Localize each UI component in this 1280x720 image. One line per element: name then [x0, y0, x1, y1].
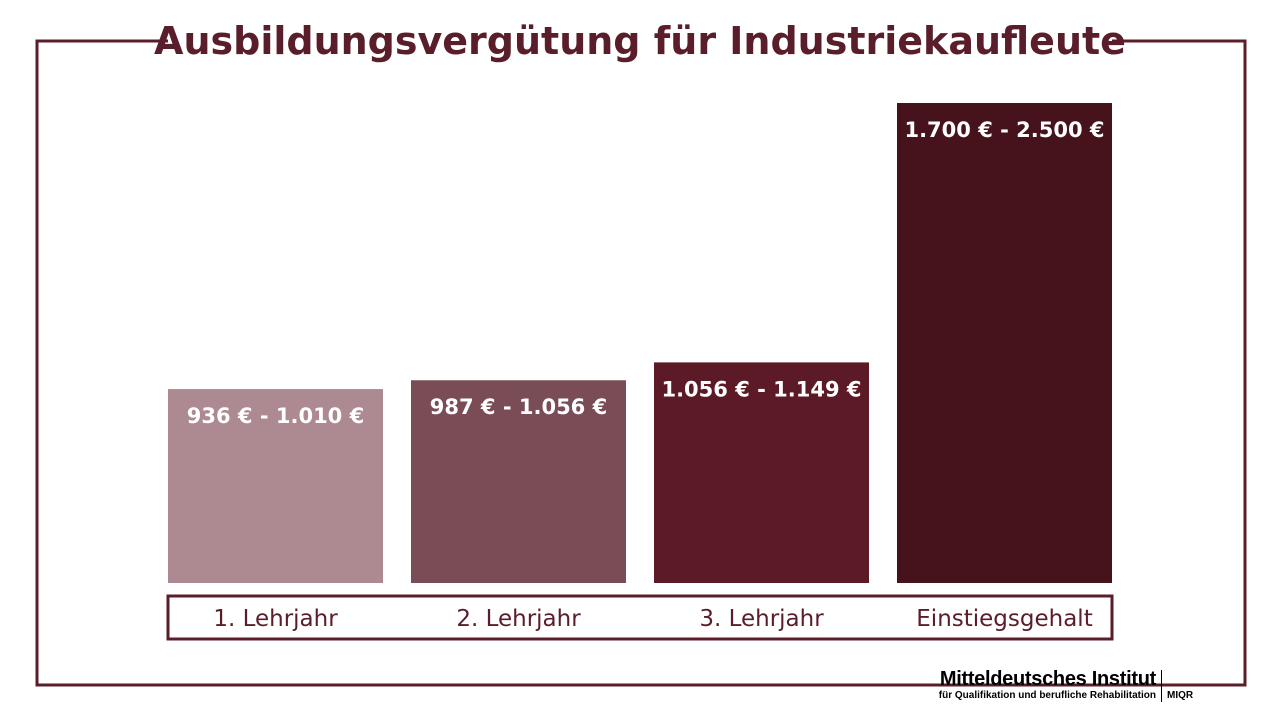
bar-first-year	[168, 389, 383, 583]
chart-title: Ausbildungsvergütung für Industriekaufle…	[154, 19, 1126, 63]
outer-frame	[35, 39, 1247, 687]
bar-value-label-starting-salary: 1.700 € - 2.500 €	[904, 118, 1104, 142]
brand-abbreviation: MIQR	[1167, 690, 1194, 701]
category-label-second-year: 2. Lehrjahr	[456, 606, 581, 632]
category-axis: 1. Lehrjahr 2. Lehrjahr 3. Lehrjahr Einstie…	[213, 606, 1092, 632]
bar-starting-salary	[897, 103, 1112, 583]
bar-third-year	[654, 362, 869, 583]
bars-layer: 936 € - 1.010 € 987 € - 1.056 € 1.056 € - …	[168, 103, 1112, 583]
bar-second-year	[411, 380, 626, 583]
category-axis-box	[166, 594, 1114, 641]
brand-name: Mitteldeutsches Institut	[939, 668, 1156, 690]
brand-divider	[1161, 670, 1162, 702]
bar-value-label-third-year: 1.056 € - 1.149 €	[661, 377, 861, 401]
category-label-starting-salary: Einstiegsgehalt	[916, 606, 1092, 632]
bar-value-label-second-year: 987 € - 1.056 €	[430, 395, 607, 419]
brand-subtitle: für Qualifikation und berufliche Rehabil…	[938, 690, 1156, 701]
category-label-third-year: 3. Lehrjahr	[699, 606, 824, 632]
category-label-first-year: 1. Lehrjahr	[213, 606, 338, 632]
bar-value-label-first-year: 936 € - 1.010 €	[187, 404, 364, 428]
